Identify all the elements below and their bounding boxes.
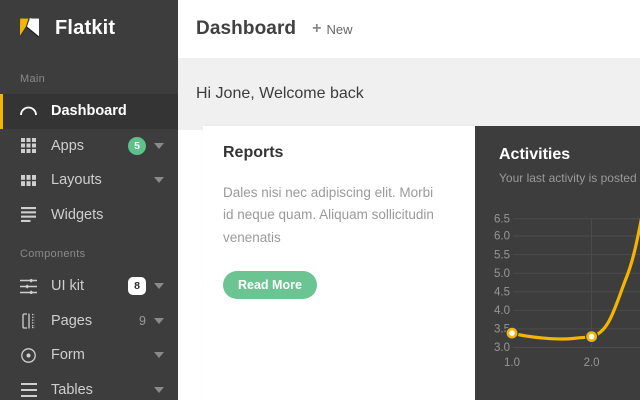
svg-text:5.5: 5.5 (494, 249, 510, 261)
svg-text:6.5: 6.5 (494, 214, 510, 226)
svg-text:1.0: 1.0 (504, 357, 520, 369)
svg-text:2.0: 2.0 (584, 357, 600, 369)
svg-text:4.0: 4.0 (494, 305, 510, 317)
svg-text:3.0: 3.0 (494, 342, 510, 354)
svg-text:6.0: 6.0 (494, 231, 510, 243)
svg-text:4.5: 4.5 (494, 286, 510, 298)
svg-text:5.0: 5.0 (494, 268, 510, 280)
